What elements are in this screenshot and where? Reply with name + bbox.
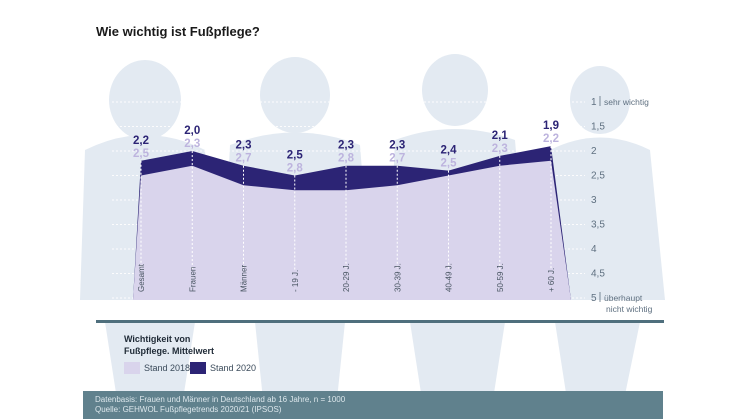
area-stand-2018 [133,160,571,300]
y-annotation-bottom-2: nicht wichtig [606,304,653,314]
footer-source: Quelle: GEHWOL Fußpflegetrends 2020/21 (… [95,405,282,414]
category-label-6: 40-49 J. [445,263,454,292]
value-2018-5: 2,7 [389,153,405,165]
category-label-8: + 60 J. [547,268,556,292]
category-label-1: Frauen [188,267,197,292]
y-tick-3: 2,5 [591,171,605,182]
value-2018-7: 2,3 [492,143,508,155]
category-label-5: 30-39 J. [393,263,402,292]
value-2020-2: 2,3 [236,140,252,152]
value-2020-6: 2,4 [441,145,458,157]
value-2020-0: 2,2 [133,135,149,147]
value-2018-6: 2,5 [441,158,458,170]
y-tick-6: 4 [591,244,597,255]
legend-swatch-2020 [190,362,206,374]
y-tick-1: 1,5 [591,122,605,133]
value-2020-8: 1,9 [543,120,559,132]
category-label-2: Männer [240,265,249,292]
value-2018-1: 2,3 [184,138,200,150]
value-2020-7: 2,1 [492,130,509,142]
y-tick-0: 1 [591,97,597,108]
category-label-7: 50-59 J. [496,263,505,292]
legend-title-line2: Fußpflege. Mittelwert [124,346,214,356]
chart-title: Wie wichtig ist Fußpflege? [96,24,260,39]
value-2018-4: 2,8 [338,153,355,165]
y-tick-8: 5 [591,293,597,304]
value-2018-8: 2,2 [543,133,559,145]
legend-swatch-2018 [124,362,140,374]
value-2020-1: 2,0 [184,125,200,137]
y-tick-5: 3,5 [591,220,605,231]
category-label-3: - 19 J. [291,270,300,292]
value-2020-4: 2,3 [338,140,354,152]
value-2020-5: 2,3 [389,140,405,152]
legend-title-line1: Wichtigkeit von [124,334,191,344]
value-2018-0: 2,5 [133,148,150,160]
legend-label-2018: Stand 2018 [144,363,191,373]
value-2018-3: 2,8 [287,163,304,175]
legend-title: Wichtigkeit von Fußpflege. Mittelwert [124,333,214,357]
y-tick-4: 3 [591,195,597,206]
source-footer [83,391,663,419]
value-2020-3: 2,5 [287,150,304,162]
y-annotation-top: sehr wichtig [604,97,649,107]
footer-data-basis: Datenbasis: Frauen und Männer in Deutsch… [95,395,346,404]
legend-label-2020: Stand 2020 [210,363,257,373]
y-annotation-bottom-1: überhaupt [604,293,643,303]
category-label-4: 20-29 J. [342,263,351,292]
value-2018-2: 2,7 [236,153,252,165]
category-label-0: Gesamt [137,263,146,292]
y-tick-2: 2 [591,146,597,157]
y-tick-7: 4,5 [591,269,605,280]
baseline-bar [96,320,664,323]
